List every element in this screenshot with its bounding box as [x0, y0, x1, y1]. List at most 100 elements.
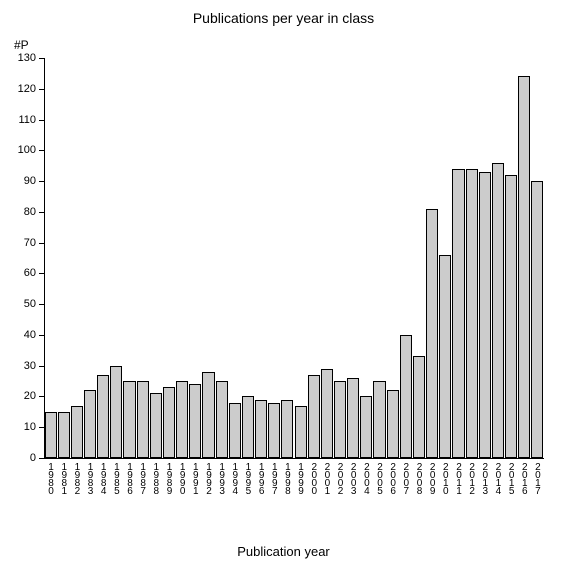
- y-tick-label: 40: [0, 329, 36, 341]
- bar: [439, 255, 451, 458]
- y-tick-mark: [39, 89, 44, 90]
- bar: [347, 378, 359, 458]
- bar: [321, 369, 333, 458]
- y-tick-mark: [39, 427, 44, 428]
- x-tick-label: 1999: [296, 462, 306, 494]
- bar: [452, 169, 464, 458]
- bar: [373, 381, 385, 458]
- bar: [216, 381, 228, 458]
- x-tick-label: 2007: [401, 462, 411, 494]
- bar: [413, 356, 425, 458]
- x-tick-label: 2013: [480, 462, 490, 494]
- x-tick-label: 1993: [217, 462, 227, 494]
- bar: [400, 335, 412, 458]
- bar: [334, 381, 346, 458]
- y-tick-mark: [39, 150, 44, 151]
- y-tick-label: 0: [0, 452, 36, 464]
- bar: [268, 403, 280, 458]
- plot-area: [44, 58, 544, 458]
- x-tick-label: 2006: [388, 462, 398, 494]
- x-tick-label: 2000: [309, 462, 319, 494]
- bar: [97, 375, 109, 458]
- bar: [255, 400, 267, 458]
- bar: [229, 403, 241, 458]
- y-tick-mark: [39, 335, 44, 336]
- x-tick-label: 2001: [322, 462, 332, 494]
- x-axis-title: Publication year: [0, 544, 567, 559]
- x-tick-label: 1986: [125, 462, 135, 494]
- y-tick-mark: [39, 273, 44, 274]
- chart-title: Publications per year in class: [0, 10, 567, 26]
- y-tick-mark: [39, 396, 44, 397]
- bar: [123, 381, 135, 458]
- x-tick-label: 2014: [493, 462, 503, 494]
- bar: [137, 381, 149, 458]
- x-tick-label: 1990: [177, 462, 187, 494]
- x-tick-label: 2002: [335, 462, 345, 494]
- y-tick-mark: [39, 458, 44, 459]
- chart-container: Publications per year in class #P Public…: [0, 0, 567, 567]
- bar: [360, 396, 372, 458]
- x-tick-label: 1985: [111, 462, 121, 494]
- y-tick-label: 110: [0, 114, 36, 126]
- y-tick-label: 50: [0, 298, 36, 310]
- x-tick-label: 1988: [151, 462, 161, 494]
- x-tick-label: 1996: [256, 462, 266, 494]
- y-axis-line: [44, 58, 45, 458]
- x-tick-label: 1989: [164, 462, 174, 494]
- x-tick-label: 1997: [269, 462, 279, 494]
- x-axis-line: [44, 458, 544, 459]
- bar: [110, 366, 122, 458]
- bar: [84, 390, 96, 458]
- y-tick-label: 60: [0, 267, 36, 279]
- y-tick-label: 70: [0, 237, 36, 249]
- y-tick-label: 30: [0, 360, 36, 372]
- bar: [479, 172, 491, 458]
- bar: [242, 396, 254, 458]
- bar: [426, 209, 438, 458]
- bar: [295, 406, 307, 458]
- x-tick-label: 1998: [282, 462, 292, 494]
- y-tick-mark: [39, 243, 44, 244]
- bar: [189, 384, 201, 458]
- x-tick-label: 2005: [375, 462, 385, 494]
- x-tick-label: 2010: [440, 462, 450, 494]
- x-tick-label: 1991: [190, 462, 200, 494]
- bar: [71, 406, 83, 458]
- y-axis-title: #P: [14, 38, 29, 52]
- bar: [58, 412, 70, 458]
- x-tick-label: 1994: [230, 462, 240, 494]
- x-tick-label: 1982: [72, 462, 82, 494]
- x-tick-label: 1987: [138, 462, 148, 494]
- x-tick-label: 1980: [46, 462, 56, 494]
- x-tick-label: 2017: [532, 462, 542, 494]
- x-tick-label: 2003: [348, 462, 358, 494]
- bar: [531, 181, 543, 458]
- x-tick-label: 1992: [203, 462, 213, 494]
- x-tick-label: 2015: [506, 462, 516, 494]
- x-tick-label: 2016: [519, 462, 529, 494]
- y-tick-label: 130: [0, 52, 36, 64]
- x-tick-label: 1984: [98, 462, 108, 494]
- y-tick-mark: [39, 366, 44, 367]
- bar: [505, 175, 517, 458]
- bar: [387, 390, 399, 458]
- x-tick-label: 2011: [453, 462, 463, 494]
- x-tick-label: 1995: [243, 462, 253, 494]
- y-tick-mark: [39, 212, 44, 213]
- y-tick-mark: [39, 58, 44, 59]
- bar: [518, 76, 530, 458]
- x-tick-label: 2009: [427, 462, 437, 494]
- x-tick-label: 1983: [85, 462, 95, 494]
- y-tick-mark: [39, 304, 44, 305]
- y-tick-label: 20: [0, 390, 36, 402]
- bar: [308, 375, 320, 458]
- bar: [176, 381, 188, 458]
- x-tick-label: 2004: [361, 462, 371, 494]
- bar: [492, 163, 504, 458]
- y-tick-label: 80: [0, 206, 36, 218]
- y-tick-mark: [39, 120, 44, 121]
- x-tick-label: 2008: [414, 462, 424, 494]
- y-tick-label: 90: [0, 175, 36, 187]
- x-tick-label: 2012: [467, 462, 477, 494]
